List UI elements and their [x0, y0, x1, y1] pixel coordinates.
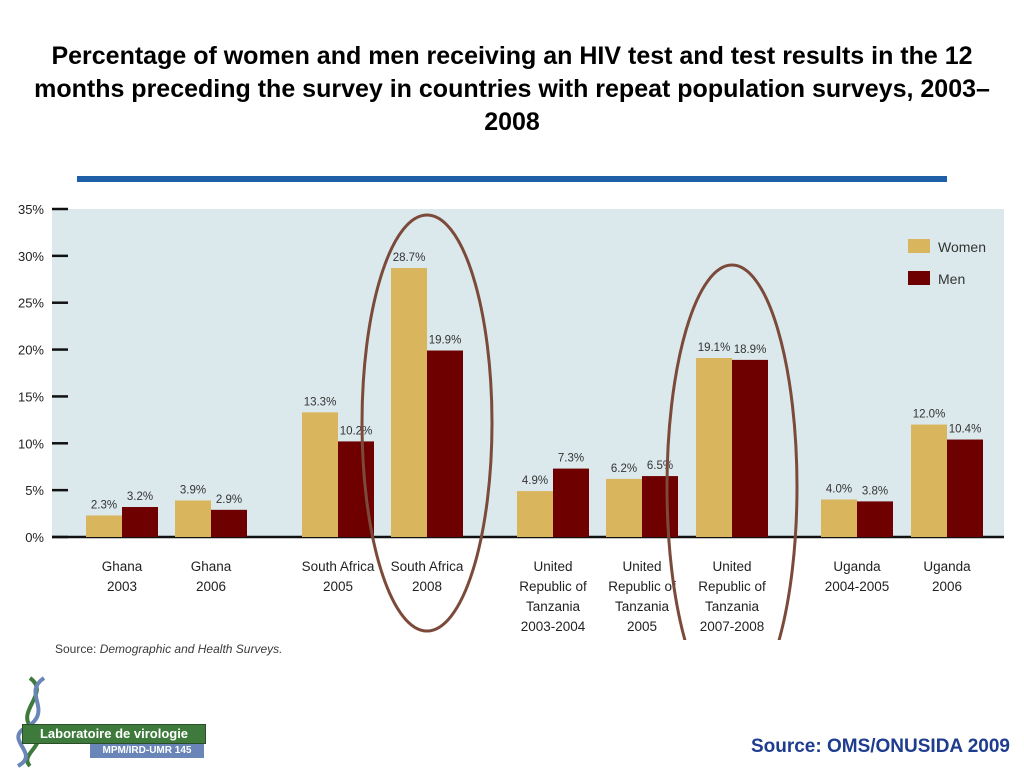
x-category-label: South Africa 2005 [302, 559, 375, 594]
y-tick-label: 30% [18, 249, 44, 264]
bar-women [606, 478, 642, 537]
x-category-label-line: Republic of [519, 579, 587, 594]
x-category-label-line: 2003 [107, 579, 137, 594]
data-label-men: 18.9% [734, 344, 767, 356]
data-label-men: 19.9% [429, 335, 462, 347]
x-category-label: South Africa 2008 [391, 559, 464, 594]
bar-women [86, 515, 122, 537]
legend-label-women: Women [938, 239, 986, 255]
x-category-label-line: 2006 [932, 579, 962, 594]
x-category-label-line: Ghana [191, 559, 232, 574]
title-divider-bar [77, 176, 947, 182]
data-label-women: 28.7% [393, 252, 426, 264]
y-tick-label: 20% [18, 343, 44, 358]
data-label-women: 3.9% [180, 484, 206, 496]
plot-area [52, 209, 1004, 537]
data-label-men: 10.4% [949, 424, 982, 436]
data-label-women: 6.2% [611, 463, 637, 475]
chart-source-note: Source: Demographic and Health Surveys. [55, 642, 282, 656]
data-label-women: 2.3% [91, 499, 117, 511]
logo-lab-unit: MPM/IRD-UMR 145 [90, 744, 204, 758]
x-category-label: United Republic of Tanzania 2005 [608, 559, 676, 634]
data-label-men: 2.9% [216, 494, 242, 506]
data-label-women: 4.9% [522, 475, 548, 487]
data-label-men: 3.8% [862, 485, 888, 497]
data-label-women: 4.0% [826, 484, 852, 496]
x-category-label-line: Uganda [833, 559, 881, 574]
x-category-label-line: Ghana [102, 559, 143, 574]
bar-women [302, 412, 338, 537]
x-category-label-line: United [533, 559, 572, 574]
x-category-label-line: Uganda [923, 559, 971, 574]
bar-women [175, 500, 211, 537]
x-category-label-line: 2003-2004 [521, 619, 586, 634]
y-tick-label: 0% [25, 530, 44, 545]
x-category-label: United Republic of Tanzania 2003-2004 [519, 559, 587, 634]
data-label-women: 12.0% [913, 409, 946, 421]
x-category-label-line: Republic of [698, 579, 766, 594]
bar-women [391, 268, 427, 537]
chart-source-text: Demographic and Health Surveys. [99, 642, 283, 656]
bar-men [427, 350, 463, 537]
x-category-label-line: 2007-2008 [700, 619, 765, 634]
x-category-label-line: 2005 [323, 579, 353, 594]
x-category-label-line: 2006 [196, 579, 226, 594]
chart-title: Percentage of women and men receiving an… [34, 42, 990, 136]
logo-lab-name: Laboratoire de virologie [22, 724, 206, 744]
bar-men [211, 509, 247, 537]
data-label-men: 3.2% [127, 491, 153, 503]
x-category-label: Uganda 2006 [923, 559, 971, 594]
y-tick-label: 35% [18, 202, 44, 217]
y-tick-label: 5% [25, 483, 44, 498]
y-tick-label: 10% [18, 436, 44, 451]
y-tick-label: 15% [18, 389, 44, 404]
x-category-label: Uganda 2004-2005 [825, 559, 890, 594]
legend-swatch-women [908, 239, 930, 253]
x-category-label-line: United [622, 559, 661, 574]
x-category-label: Ghana 2006 [191, 559, 232, 594]
bar-men [732, 359, 768, 537]
highlight-ring [360, 213, 494, 633]
bar-men [553, 468, 589, 537]
bar-women [821, 499, 857, 537]
x-category-label: Ghana 2003 [102, 559, 143, 594]
dna-helix-icon [16, 676, 46, 768]
x-category-label-line: 2008 [412, 579, 442, 594]
legend-label-men: Men [938, 271, 965, 287]
data-label-men: 7.3% [558, 453, 584, 465]
highlight-ring [665, 263, 799, 640]
x-category-label-line: Tanzania [615, 599, 670, 614]
x-category-label-line: South Africa [302, 559, 375, 574]
x-category-label-line: Tanzania [705, 599, 760, 614]
bar-men [642, 476, 678, 537]
legend-swatch-men [908, 271, 930, 285]
x-category-label-line: Republic of [608, 579, 676, 594]
x-category-label-line: South Africa [391, 559, 464, 574]
x-category-label-line: 2005 [627, 619, 657, 634]
y-tick-label: 25% [18, 296, 44, 311]
data-label-women: 19.1% [698, 342, 731, 354]
bar-chart: 0% 5% 10% 15% 20% 25% 30% 35% 2.3% 3.9% 13.3% 28.7%… [18, 202, 1004, 640]
bar-women [696, 358, 732, 537]
bar-men [947, 439, 983, 537]
bar-women [517, 491, 553, 537]
data-label-men: 10.2% [340, 425, 373, 437]
x-category-label-line: Tanzania [526, 599, 581, 614]
bar-men [122, 507, 158, 537]
x-category-label: United Republic of Tanzania 2007-2008 [698, 559, 766, 634]
title-divider [77, 176, 947, 182]
x-category-label-line: 2004-2005 [825, 579, 890, 594]
bar-women [911, 424, 947, 537]
bar-men [857, 501, 893, 537]
data-label-men: 6.5% [647, 460, 673, 472]
data-label-women: 13.3% [304, 396, 337, 408]
slide-source-credit: Source: OMS/ONUSIDA 2009 [750, 736, 1010, 757]
chart-source-prefix: Source: [55, 642, 97, 656]
x-category-label-line: United [712, 559, 751, 574]
